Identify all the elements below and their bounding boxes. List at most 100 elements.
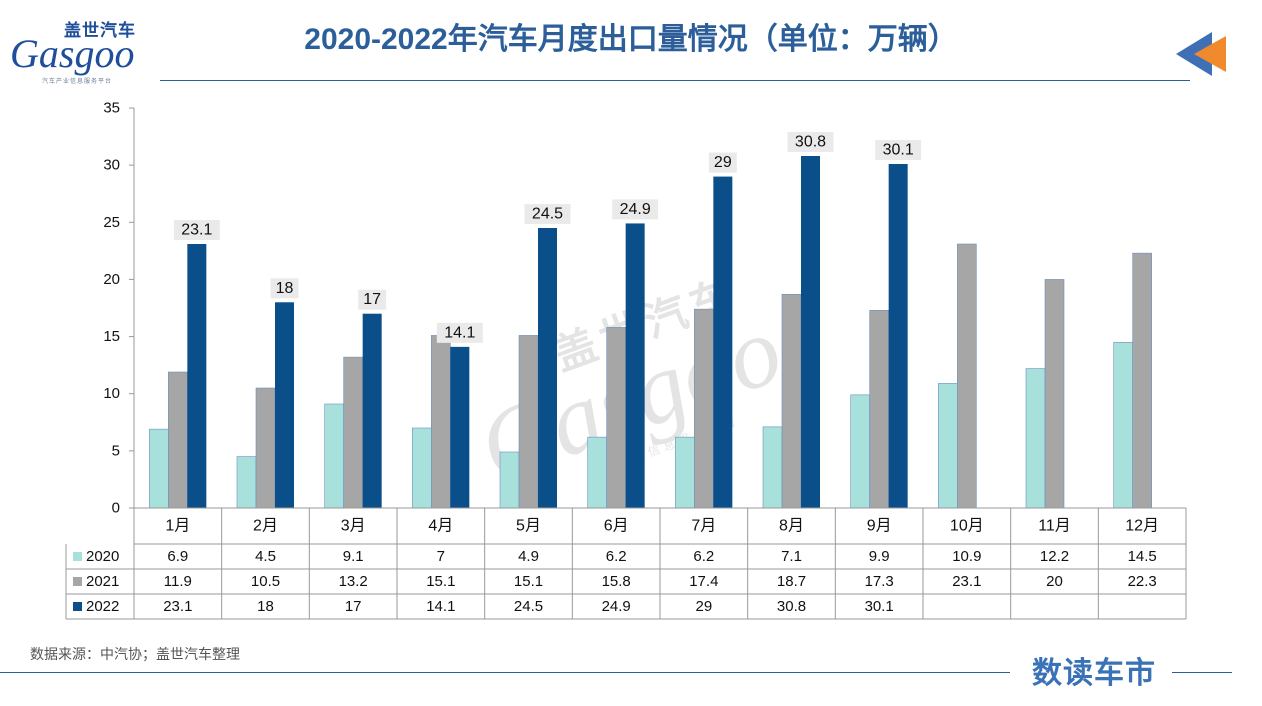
data-label: 18 (276, 280, 294, 297)
bar-2022 (450, 346, 470, 508)
table-cell-value: 15.1 (514, 573, 543, 590)
data-label-bg (436, 322, 483, 343)
bar-2020 (324, 403, 344, 509)
table-cell-value: 17 (345, 598, 362, 615)
x-category-label: 5月 (516, 518, 541, 535)
bar-2022 (275, 302, 294, 508)
table-cell-value: 15.8 (602, 573, 631, 590)
bar-2020 (850, 394, 870, 509)
bar-2022 (362, 313, 382, 508)
table-cell-value: 30.1 (865, 598, 894, 615)
table-cell-value: 20 (1046, 573, 1063, 590)
bar-2022 (187, 244, 207, 508)
bar-2022 (538, 228, 557, 508)
bar-2021 (255, 387, 276, 509)
bar-2022 (713, 176, 733, 509)
table-cell-value: 29 (695, 598, 712, 615)
bar-2021 (606, 327, 626, 509)
bar-2022 (625, 223, 645, 508)
table-cell-value: 6.2 (693, 548, 714, 565)
table-cell-value: 24.5 (514, 598, 543, 615)
x-category-label: 11月 (1038, 518, 1071, 535)
data-label: 23.1 (181, 222, 212, 239)
y-tick-label: 10 (103, 385, 120, 402)
bar-2021 (781, 293, 802, 509)
bar-2020 (499, 451, 520, 509)
legend-swatch-2020 (73, 552, 82, 561)
y-tick-label: 15 (103, 328, 120, 345)
table-cell-value: 14.5 (1128, 548, 1157, 565)
bar-2020 (412, 427, 432, 509)
x-category-label: 7月 (691, 518, 716, 535)
bar-2021 (1132, 252, 1152, 509)
bar-2021 (1044, 279, 1065, 509)
logo-english-text: Gasgoo (10, 31, 135, 76)
table-cell-value: 7 (437, 548, 445, 565)
bar-2022 (801, 156, 820, 508)
table-cell-value: 17.4 (689, 573, 718, 590)
bar-2021 (518, 335, 539, 509)
table-cell-value: 11.9 (164, 573, 192, 590)
table-cell-value: 13.2 (339, 573, 368, 590)
data-label-bg (358, 289, 387, 310)
x-category-label: 3月 (341, 518, 366, 535)
legend-series-name: 2020 (86, 548, 119, 565)
table-cell-value: 4.5 (255, 548, 276, 565)
x-category-label: 8月 (779, 518, 804, 535)
legend-series-name: 2022 (86, 598, 119, 615)
legend-swatch-2021 (73, 577, 82, 586)
chart-title: 2020-2022年汽车月度出口量情况（单位：万辆） (304, 23, 958, 56)
data-label-bg (270, 278, 299, 299)
table-cell-value: 6.2 (606, 548, 627, 565)
bar-2021 (869, 309, 889, 509)
bar-2021 (431, 335, 451, 509)
x-category-label: 9月 (867, 518, 892, 535)
data-label: 30.1 (883, 142, 914, 159)
data-label-bg (708, 152, 737, 173)
table-cell-value: 23.1 (952, 573, 981, 590)
back-arrow-icon[interactable] (1172, 30, 1228, 78)
bar-2020 (236, 456, 257, 509)
bar-2022 (888, 164, 908, 508)
bar-2020 (1113, 341, 1133, 509)
table-cell-value: 17.3 (865, 573, 894, 590)
data-label: 24.5 (532, 206, 563, 223)
data-label: 30.8 (795, 134, 826, 151)
y-tick-label: 0 (112, 500, 120, 517)
bar-2021 (957, 243, 977, 509)
arrow-orange-shape (1194, 36, 1226, 72)
table-cell-value: 23.1 (163, 598, 192, 615)
header-divider (160, 80, 1190, 81)
table-cell-value: 18 (257, 598, 274, 615)
bar-2020 (587, 436, 607, 509)
table-cell-value: 18.7 (777, 573, 806, 590)
table-cell-value: 22.3 (1128, 573, 1157, 590)
data-label-bg (875, 140, 922, 160)
legend-swatch-2022 (73, 602, 82, 611)
y-tick-label: 35 (103, 100, 120, 117)
table-cell-value: 9.9 (869, 548, 890, 565)
footer-divider-right (1172, 672, 1232, 673)
bar-2021 (694, 308, 714, 509)
table-cell-value: 10.5 (251, 573, 280, 590)
y-tick-label: 5 (112, 442, 120, 459)
bar-2020 (1025, 368, 1046, 509)
data-label-bg (787, 132, 834, 152)
table-cell-value: 12.2 (1040, 548, 1069, 565)
y-tick-label: 30 (103, 157, 120, 174)
table-cell-value: 10.9 (952, 548, 981, 565)
table-cell-value: 6.9 (167, 548, 188, 565)
table-cell-value: 9.1 (343, 548, 364, 565)
y-tick-label: 20 (103, 271, 120, 288)
data-label: 24.9 (620, 201, 651, 218)
table-cell-value: 7.1 (781, 548, 802, 565)
data-label: 29 (714, 154, 732, 171)
data-label-bg (612, 199, 659, 220)
logo-subtitle: 汽车产业信息服务平台 (42, 79, 113, 85)
bar-2020 (149, 428, 169, 509)
footer-divider (0, 672, 1010, 673)
bar-2021 (168, 371, 188, 509)
table-cell-value: 4.9 (518, 548, 539, 565)
x-category-label: 12月 (1125, 518, 1159, 535)
